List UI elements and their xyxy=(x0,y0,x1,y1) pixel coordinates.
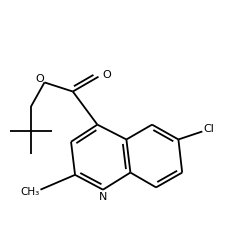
Text: CH₃: CH₃ xyxy=(21,187,40,197)
Text: O: O xyxy=(36,74,44,84)
Text: N: N xyxy=(98,191,107,201)
Text: O: O xyxy=(101,70,110,80)
Text: Cl: Cl xyxy=(203,124,214,134)
